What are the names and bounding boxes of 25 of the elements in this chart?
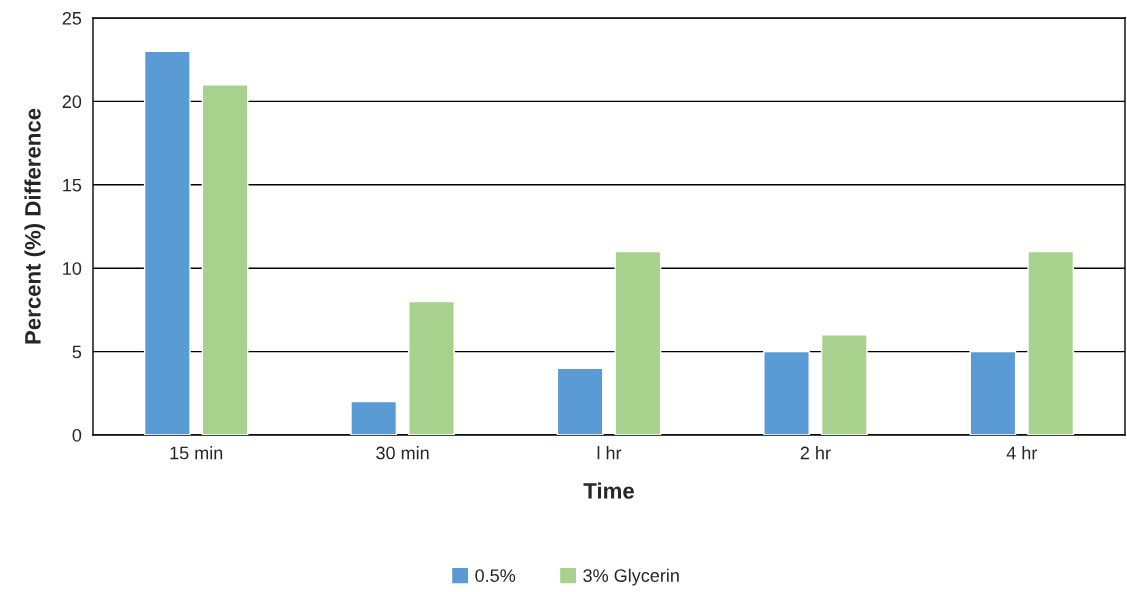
bar (556, 367, 604, 435)
bar (201, 84, 249, 435)
legend-label: 3% Glycerin (583, 568, 679, 586)
x-axis-title: Time (583, 482, 634, 499)
y-tick-label: 0 (72, 428, 82, 442)
bar (969, 350, 1017, 435)
y-tick-label: 20 (62, 95, 82, 109)
bar (1027, 250, 1075, 435)
bar (143, 50, 191, 435)
bar (763, 350, 810, 435)
y-tick-label: 15 (63, 178, 82, 192)
y-axis-title: Percent (%) Difference (24, 108, 46, 344)
x-tick-label: 30 min (376, 446, 429, 460)
legend-label: 0.5% (475, 569, 516, 582)
x-tick-label: 15 min (170, 446, 223, 460)
x-tick-label: 2 hr (800, 446, 831, 460)
bar (820, 334, 868, 435)
bar (350, 400, 398, 435)
x-tick-label: 4 hr (1006, 446, 1038, 460)
bar (614, 250, 662, 435)
bar (408, 300, 455, 435)
y-tick-label: 25 (62, 11, 82, 25)
x-tick-label: l hr (597, 446, 622, 460)
y-tick-label: 10 (63, 262, 82, 275)
y-tick-label: 5 (72, 345, 82, 359)
